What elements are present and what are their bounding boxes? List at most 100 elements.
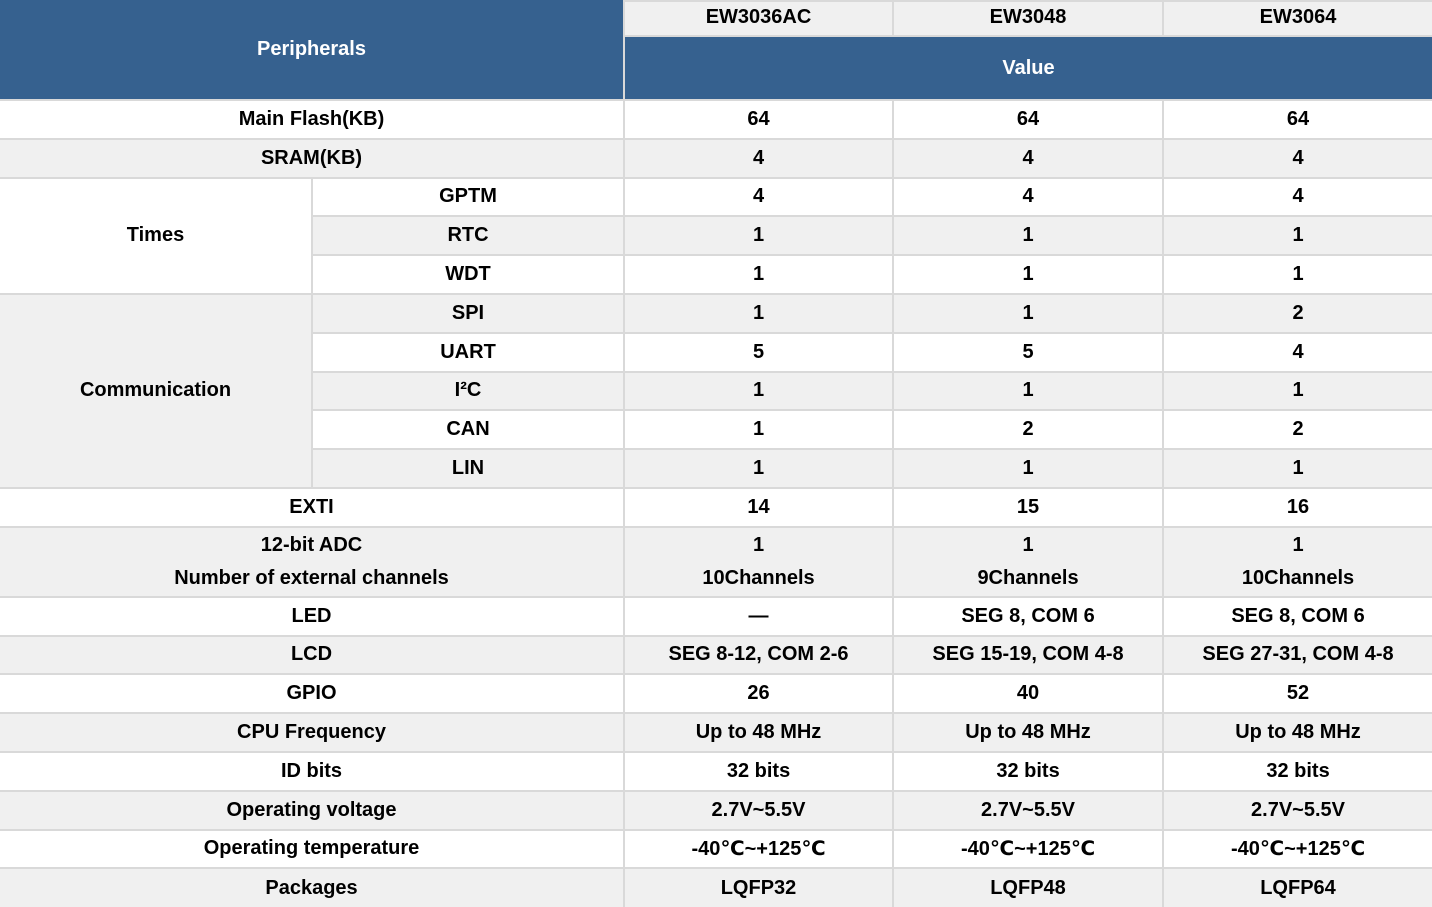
row-packages: Packages LQFP32 LQFP48 LQFP64	[0, 867, 1432, 907]
value-cell: 64	[1162, 99, 1432, 140]
value-cell: 4	[1162, 331, 1432, 373]
row-spi: Communication SPI 1 1 2	[0, 292, 1432, 489]
value-cell: 1 10Channels	[623, 525, 895, 598]
model-header-row: Peripherals EW3036AC EW3048 EW3064	[0, 0, 1432, 101]
row-gpio: GPIO 26 40 52	[0, 673, 1432, 715]
value-cell: 5	[623, 331, 895, 373]
value-cell: 4	[623, 137, 895, 179]
value-cell: 4	[892, 176, 1165, 218]
cell-line: 10Channels	[1241, 566, 1355, 589]
value-header-row: Value	[0, 35, 1432, 101]
row-led: LED — SEG 8, COM 6 SEG 8, COM 6	[0, 595, 1432, 637]
value-cell: 4	[892, 137, 1165, 179]
value-cell: 1	[623, 448, 895, 489]
value-cell: SEG 8-12, COM 2-6	[623, 634, 895, 676]
value-cell: 2.7V~5.5V	[623, 789, 895, 831]
group-label-times: Times	[0, 176, 313, 295]
value-cell: 2	[892, 409, 1165, 451]
value-cell: Up to 48 MHz	[892, 712, 1165, 753]
value-cell: 1	[892, 370, 1165, 412]
row-label: LCD	[0, 634, 626, 676]
row-cpu-frequency: CPU Frequency Up to 48 MHz Up to 48 MHz …	[0, 712, 1432, 753]
value-cell: 2	[1162, 409, 1432, 451]
value-cell: 1	[892, 448, 1165, 489]
group-label-communication: Communication	[0, 292, 313, 489]
value-cell: SEG 15-19, COM 4-8	[892, 634, 1165, 676]
value-cell: Up to 48 MHz	[1162, 712, 1432, 753]
value-cell: 15	[892, 486, 1165, 528]
row-label: Operating temperature	[0, 828, 626, 870]
value-cell: 4	[623, 176, 895, 218]
value-cell: 1	[623, 409, 895, 451]
value-cell: 4	[1162, 176, 1432, 218]
value-cell: 64	[623, 99, 895, 140]
value-cell: 1	[623, 292, 895, 334]
value-cell: LQFP48	[892, 867, 1165, 907]
row-operating-temperature: Operating temperature -40℃~+125℃ -40℃~+1…	[0, 828, 1432, 870]
value-cell: 1	[1162, 370, 1432, 412]
row-label: Main Flash(KB)	[0, 99, 626, 140]
value-cell: Up to 48 MHz	[623, 712, 895, 753]
row-sram: SRAM(KB) 4 4 4	[0, 137, 1432, 179]
value-cell: 1	[623, 370, 895, 412]
column-header-ew3036ac: EW3036AC	[623, 0, 895, 37]
cell-line: 9Channels	[977, 566, 1079, 589]
value-cell: LQFP64	[1162, 867, 1432, 907]
value-cell: 2.7V~5.5V	[892, 789, 1165, 831]
value-cell: 1	[892, 254, 1165, 295]
row-label: CAN	[310, 409, 626, 451]
row-lcd: LCD SEG 8-12, COM 2-6 SEG 15-19, COM 4-8…	[0, 634, 1432, 676]
row-label: CPU Frequency	[0, 712, 626, 753]
value-cell: -40℃~+125℃	[623, 828, 895, 870]
value-cell: 1	[892, 292, 1165, 334]
row-label-adc: 12-bit ADC Number of external channels	[0, 525, 626, 598]
row-label: WDT	[310, 254, 626, 295]
value-cell: SEG 8, COM 6	[1162, 595, 1432, 637]
row-label: Operating voltage	[0, 789, 626, 831]
row-i2c: I²C 1 1 1	[0, 370, 1432, 412]
value-cell: 64	[892, 99, 1165, 140]
cell-line: 1	[1022, 533, 1034, 556]
value-cell: -40℃~+125℃	[892, 828, 1165, 870]
value-cell: 32 bits	[892, 750, 1165, 792]
peripherals-header-cell: Peripherals	[0, 0, 626, 101]
row-rtc: RTC 1 1 1	[0, 215, 1432, 257]
row-exti: EXTI 14 15 16	[0, 486, 1432, 528]
value-cell: 1 9Channels	[892, 525, 1165, 598]
value-cell: 26	[623, 673, 895, 715]
column-header-ew3064: EW3064	[1162, 0, 1432, 37]
value-cell: 2	[1162, 292, 1432, 334]
value-cell: -40℃~+125℃	[1162, 828, 1432, 870]
value-cell: —	[623, 595, 895, 637]
value-cell: 1 10Channels	[1162, 525, 1432, 598]
value-cell: SEG 27-31, COM 4-8	[1162, 634, 1432, 676]
row-gptm: Times GPTM 4 4 4	[0, 176, 1432, 295]
value-header-cell: Value	[623, 35, 1432, 101]
value-cell: LQFP32	[623, 867, 895, 907]
cell-line: Number of external channels	[174, 566, 449, 589]
cell-line: 1	[752, 533, 765, 556]
row-operating-voltage: Operating voltage 2.7V~5.5V 2.7V~5.5V 2.…	[0, 789, 1432, 831]
row-label: EXTI	[0, 486, 626, 528]
value-cell: 32 bits	[623, 750, 895, 792]
value-cell: 1	[1162, 215, 1432, 257]
value-cell: 4	[1162, 137, 1432, 179]
row-label: GPTM	[310, 176, 626, 218]
row-label: RTC	[310, 215, 626, 257]
row-id-bits: ID bits 32 bits 32 bits 32 bits	[0, 750, 1432, 792]
row-label: I²C	[310, 370, 626, 412]
row-label: GPIO	[0, 673, 626, 715]
value-cell: 52	[1162, 673, 1432, 715]
row-label: UART	[310, 331, 626, 373]
value-cell: 5	[892, 331, 1165, 373]
value-cell: 40	[892, 673, 1165, 715]
value-cell: 1	[892, 215, 1165, 257]
row-label: Packages	[0, 867, 626, 907]
row-lin: LIN 1 1 1	[0, 448, 1432, 489]
cell-line: 12-bit ADC	[260, 533, 363, 556]
row-label: ID bits	[0, 750, 626, 792]
row-main-flash: Main Flash(KB) 64 64 64	[0, 99, 1432, 140]
value-cell: 1	[623, 254, 895, 295]
value-cell: 14	[623, 486, 895, 528]
